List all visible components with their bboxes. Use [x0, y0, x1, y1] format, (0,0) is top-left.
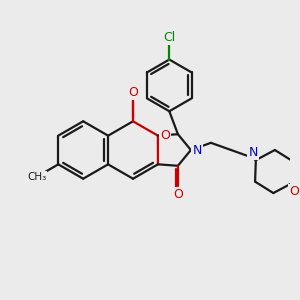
Text: CH₃: CH₃ [28, 172, 47, 182]
Text: N: N [248, 146, 258, 159]
Text: N: N [193, 143, 202, 157]
Text: Cl: Cl [163, 31, 176, 44]
Text: O: O [160, 129, 170, 142]
Text: O: O [173, 188, 183, 201]
Text: O: O [128, 86, 138, 99]
Text: O: O [289, 185, 299, 198]
